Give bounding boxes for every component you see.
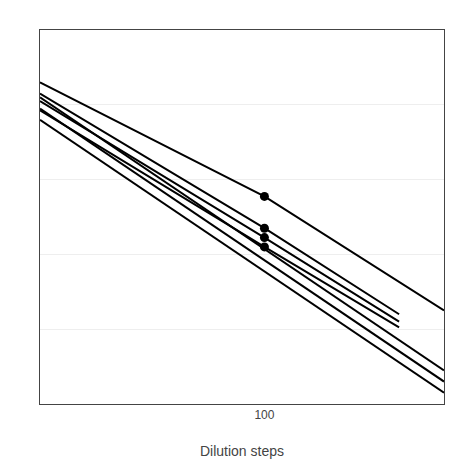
svg-text:100: 100 bbox=[254, 408, 274, 422]
svg-text:Dilution steps: Dilution steps bbox=[200, 443, 284, 459]
